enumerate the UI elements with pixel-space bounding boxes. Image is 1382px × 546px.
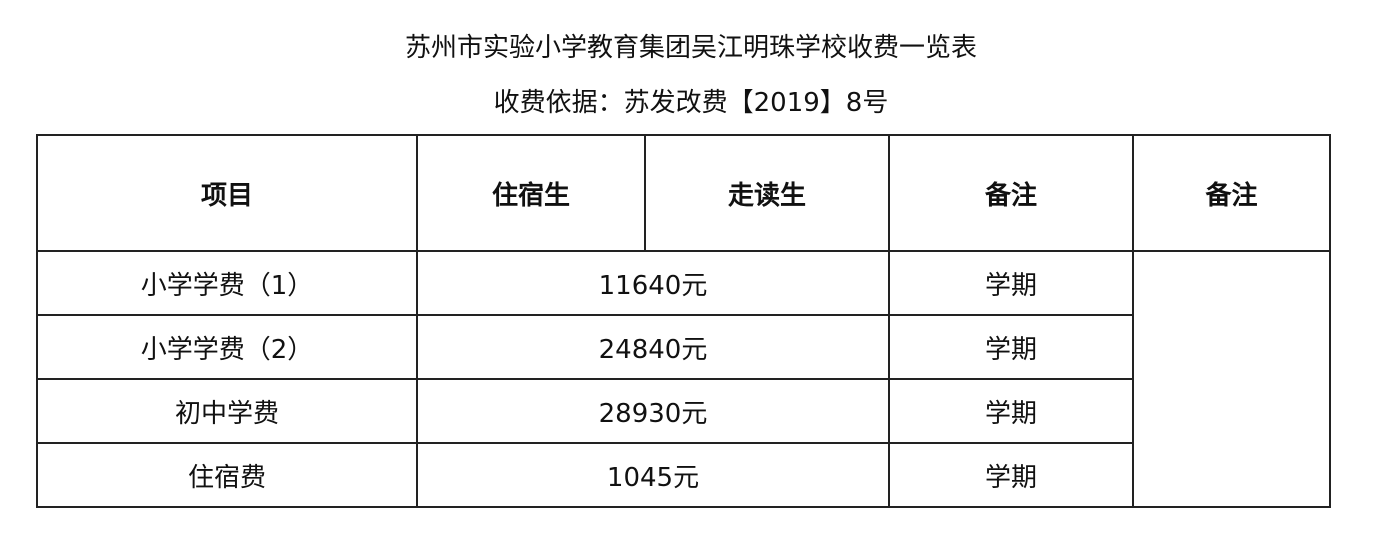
document-subtitle: 收费依据：苏发改费【2019】8号 [493, 88, 889, 118]
note-cell: 学期 [888, 314, 1134, 380]
document-title: 苏州市实验小学教育集团吴江明珠学校收费一览表 [404, 33, 977, 63]
fee-cell: 24840元 [416, 314, 890, 380]
empty-note-cell [1132, 250, 1331, 508]
fee-cell: 28930元 [416, 378, 890, 444]
note-cell: 学期 [888, 378, 1134, 444]
item-cell: 小学学费（2） [36, 314, 418, 380]
header-boarding: 住宿生 [416, 134, 646, 252]
table-row: 小学学费（2） 24840元 学期 [36, 314, 1330, 380]
table-row: 住宿费 1045元 学期 [36, 442, 1330, 508]
note-cell: 学期 [888, 442, 1134, 508]
table-header-row: 项目 住宿生 走读生 备注 备注 [36, 134, 1331, 252]
header-day-student: 走读生 [644, 134, 890, 252]
item-cell: 小学学费（1） [36, 250, 418, 316]
fee-table: 项目 住宿生 走读生 备注 备注 小学学费（1） 11640元 学期 小学学费（… [36, 134, 1331, 508]
header-note: 备注 [888, 134, 1134, 252]
header-note-2: 备注 [1132, 134, 1331, 252]
item-cell: 住宿费 [36, 442, 418, 508]
fee-cell: 11640元 [416, 250, 890, 316]
note-cell: 学期 [888, 250, 1134, 316]
header-item: 项目 [36, 134, 418, 252]
fee-cell: 1045元 [416, 442, 890, 508]
item-cell: 初中学费 [36, 378, 418, 444]
table-row: 初中学费 28930元 学期 [36, 378, 1330, 444]
table-row: 小学学费（1） 11640元 学期 [36, 250, 1331, 508]
